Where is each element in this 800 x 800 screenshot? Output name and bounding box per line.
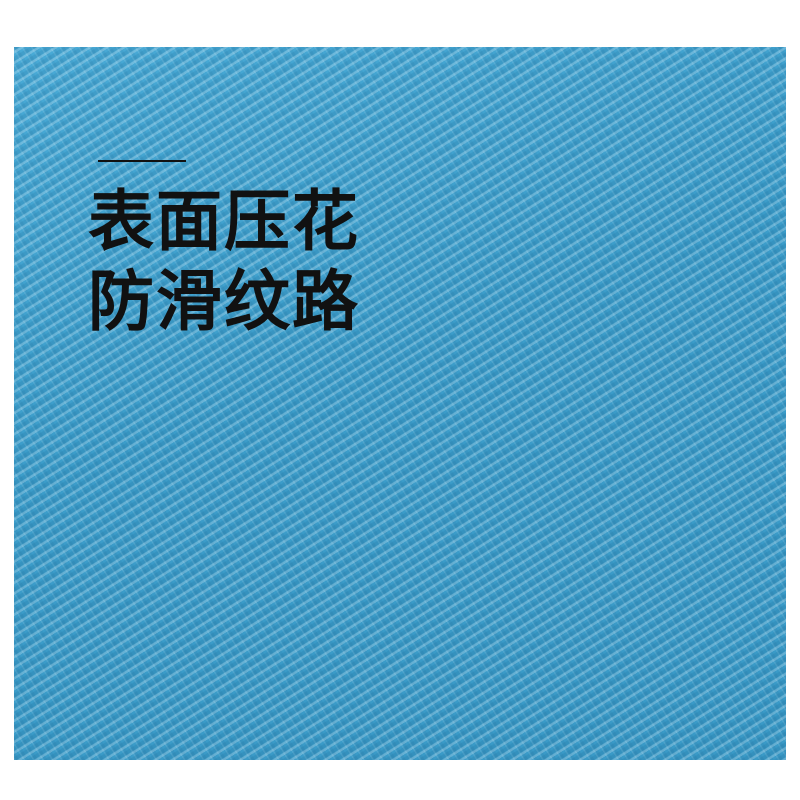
headline-line-1: 表面压花 (88, 183, 360, 260)
headline-divider-line (98, 160, 186, 162)
headline-line-2: 防滑纹路 (88, 263, 360, 340)
embossed-texture-surface (14, 47, 786, 760)
